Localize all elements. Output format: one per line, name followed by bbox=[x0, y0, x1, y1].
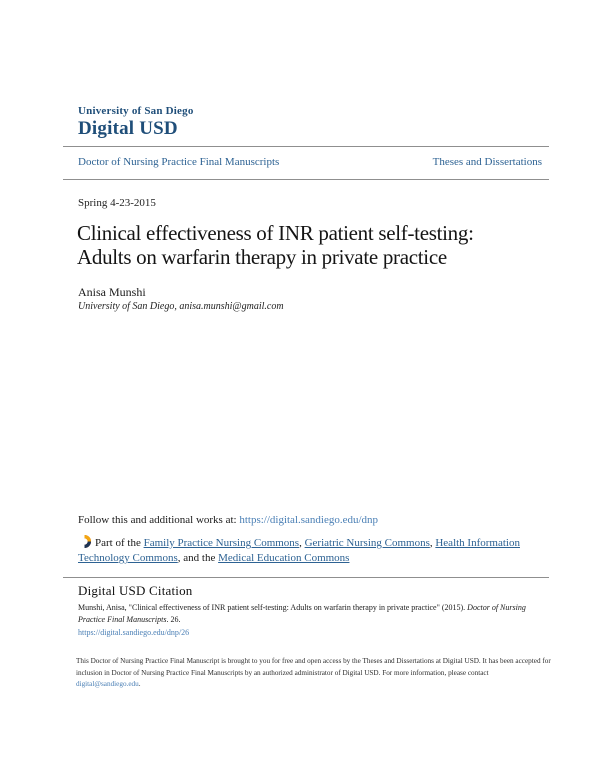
article-title: Clinical effectiveness of INR patient se… bbox=[77, 221, 474, 269]
citation-text-part2: . 26. bbox=[166, 615, 181, 625]
publication-date: Spring 4-23-2015 bbox=[78, 197, 156, 209]
separator: , bbox=[299, 537, 305, 549]
article-title-line2: Adults on warfarin therapy in private pr… bbox=[77, 245, 447, 270]
follow-works-line: Follow this and additional works at: htt… bbox=[78, 514, 378, 526]
access-statement-text: This Doctor of Nursing Practice Final Ma… bbox=[76, 657, 551, 677]
disciplines-prefix: Part of the bbox=[95, 537, 144, 549]
discipline-link-family-practice-nursing[interactable]: Family Practice Nursing Commons bbox=[143, 537, 300, 549]
access-statement-period: . bbox=[138, 680, 141, 689]
citation-text: Munshi, Anisa, "Clinical effectiveness o… bbox=[78, 602, 548, 639]
contact-email-link[interactable]: digital@sandiego.edu bbox=[76, 680, 139, 689]
header-divider bbox=[63, 146, 549, 147]
separator: , and the bbox=[177, 552, 219, 565]
citation-journal-title: Doctor of Nursing Practice Final Manuscr… bbox=[78, 603, 526, 625]
discipline-link-geriatric-nursing[interactable]: Geriatric Nursing Commons bbox=[304, 537, 430, 549]
nav-divider bbox=[63, 179, 549, 180]
series-nav: Doctor of Nursing Practice Final Manuscr… bbox=[78, 156, 542, 168]
site-title[interactable]: Digital USD bbox=[78, 118, 178, 139]
institution-name[interactable]: University of San Diego bbox=[78, 105, 194, 117]
follow-works-text: Follow this and additional works at: bbox=[78, 514, 240, 526]
nav-series-link[interactable]: Doctor of Nursing Practice Final Manuscr… bbox=[78, 156, 280, 168]
series-url-link[interactable]: https://digital.sandiego.edu/dnp bbox=[239, 514, 379, 526]
citation-heading: Digital USD Citation bbox=[78, 583, 193, 598]
discipline-link-health-information-technology[interactable]: Health Information Technology Commons bbox=[78, 537, 520, 565]
repository-masthead[interactable]: University of San Diego Digital USD bbox=[78, 105, 194, 140]
nav-collection-link[interactable]: Theses and Dissertations bbox=[432, 156, 542, 168]
author-affiliation: University of San Diego, anisa.munshi@gm… bbox=[78, 301, 284, 312]
author-name: Anisa Munshi bbox=[78, 285, 146, 299]
separator: , bbox=[429, 537, 436, 549]
article-title-line1: Clinical effectiveness of INR patient se… bbox=[77, 221, 474, 245]
citation-text-part1: Munshi, Anisa, "Clinical effectiveness o… bbox=[78, 603, 468, 612]
access-statement: This Doctor of Nursing Practice Final Ma… bbox=[76, 656, 554, 691]
disciplines-line: Part of the Family Practice Nursing Comm… bbox=[78, 535, 548, 567]
citation-url-link[interactable]: https://digital.sandiego.edu/dnp/26 bbox=[78, 627, 190, 637]
citation-divider bbox=[63, 577, 549, 578]
commons-network-icon bbox=[84, 535, 91, 548]
discipline-link-medical-education[interactable]: Medical Education Commons bbox=[218, 552, 350, 565]
